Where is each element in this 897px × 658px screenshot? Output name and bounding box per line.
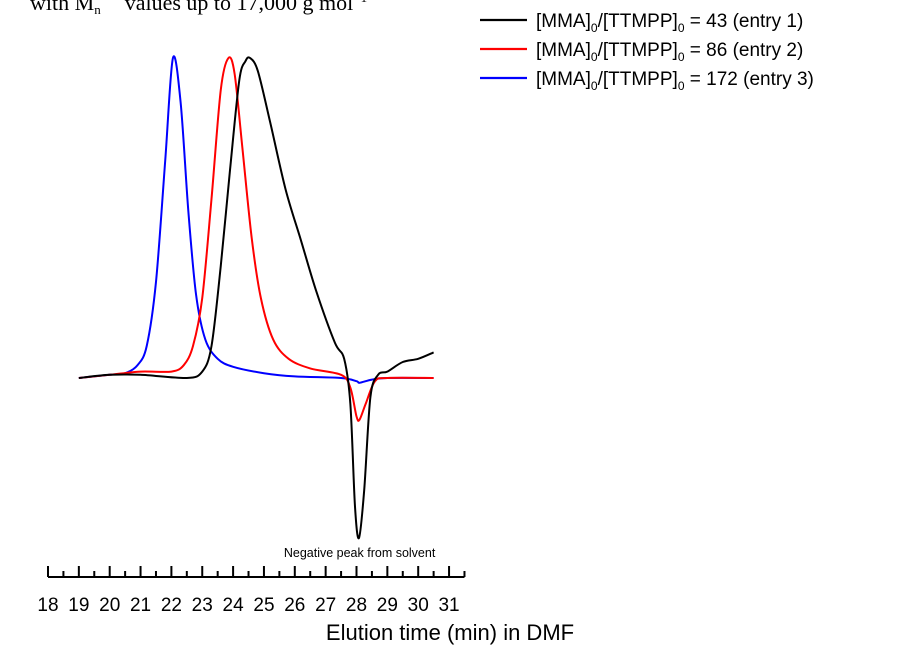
- x-tick-label: 30: [408, 595, 429, 616]
- series-line-entry-3: [78, 55, 434, 384]
- legend-item-entry-2: [MMA]0/[TTMPP]0 = 86 (entry 2): [480, 40, 803, 64]
- legend: [MMA]0/[TTMPP]0 = 43 (entry 1) [MMA]0/[TT…: [480, 11, 814, 93]
- legend-label: [MMA]0/[TTMPP]0 = 43 (entry 1): [536, 11, 803, 35]
- x-tick-label: 25: [253, 595, 274, 616]
- x-tick-label: 31: [438, 595, 459, 616]
- series-line-entry-1: [78, 56, 435, 540]
- x-axis: 18 19 20 21 22 23 24 25 26 27 28 29 30 31: [37, 566, 466, 616]
- x-tick-label: 27: [315, 595, 336, 616]
- legend-item-entry-3: [MMA]0/[TTMPP]0 = 172 (entry 3): [480, 69, 814, 93]
- x-axis-label: Elution time (min) in DMF: [326, 620, 574, 645]
- x-tick-label: 19: [68, 595, 89, 616]
- x-tick-label: 23: [192, 595, 213, 616]
- x-tick-label: 21: [130, 595, 151, 616]
- x-tick-label: 26: [284, 595, 305, 616]
- x-tick-label: 28: [346, 595, 367, 616]
- x-tick-label: 22: [161, 595, 182, 616]
- x-tick-label: 20: [99, 595, 120, 616]
- legend-item-entry-1: [MMA]0/[TTMPP]0 = 43 (entry 1): [480, 11, 803, 35]
- annotations: Negative peak from solvent: [284, 546, 436, 560]
- plot-area: [78, 55, 435, 540]
- x-tick-label: 24: [223, 595, 245, 616]
- legend-label: [MMA]0/[TTMPP]0 = 86 (entry 2): [536, 40, 803, 64]
- x-tick-label: 29: [377, 595, 398, 616]
- x-tick-label: 18: [37, 595, 58, 616]
- series-line-entry-2: [78, 56, 434, 422]
- annotation-negative-peak: Negative peak from solvent: [284, 546, 436, 560]
- legend-label: [MMA]0/[TTMPP]0 = 172 (entry 3): [536, 69, 814, 93]
